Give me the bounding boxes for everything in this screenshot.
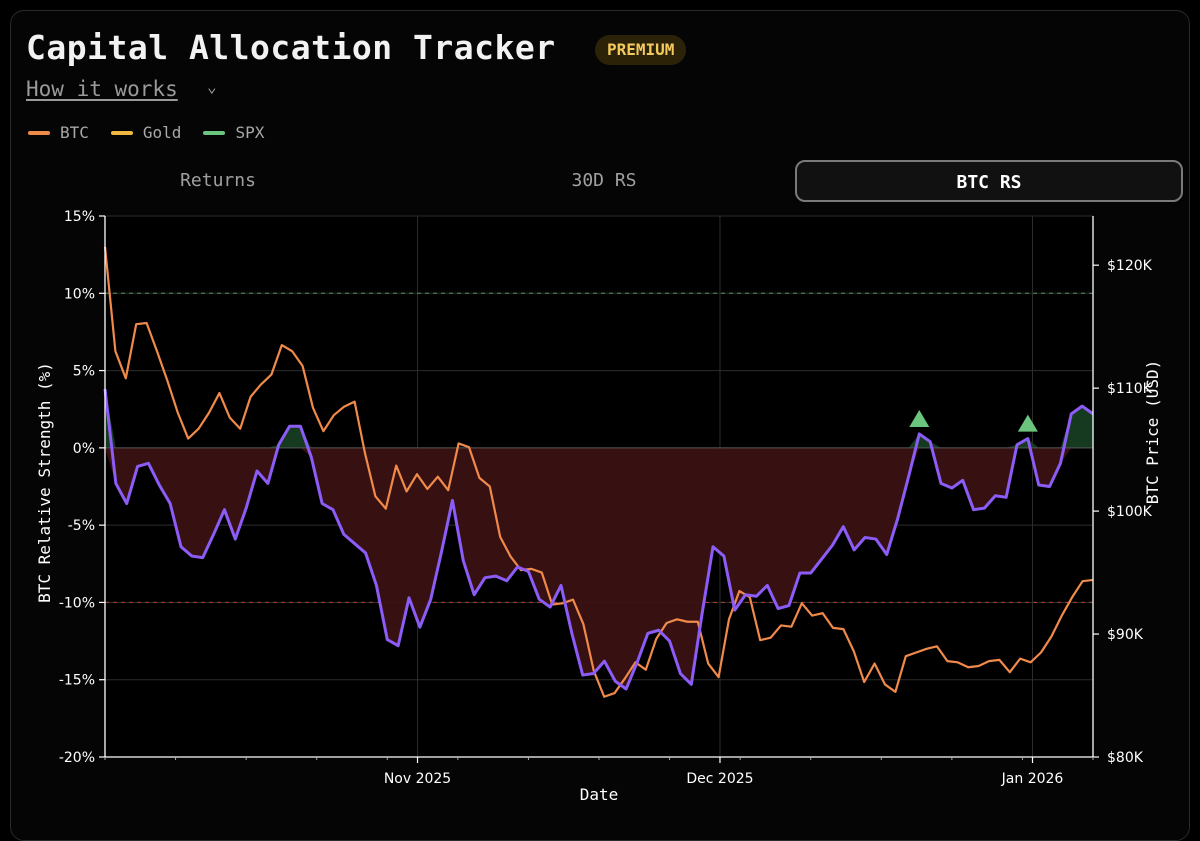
- page-title: Capital Allocation Tracker: [26, 28, 556, 67]
- legend-swatch-spx: [203, 130, 226, 135]
- y2-tick-label: $80K: [1107, 750, 1144, 766]
- how-it-works-link[interactable]: How it works: [26, 77, 178, 101]
- y2-axis-title: BTC Price (USD): [1143, 360, 1162, 505]
- legend-swatch-btc: [28, 130, 50, 135]
- buy-signal-triangle-icon: [909, 409, 930, 427]
- tab-btc-rs[interactable]: BTC RS: [795, 160, 1183, 202]
- y-tick-label: 0%: [73, 441, 95, 457]
- y-tick-label: 15%: [64, 209, 95, 225]
- buy-signal-triangle-icon: [1017, 414, 1038, 432]
- y-tick-label: -15%: [59, 673, 95, 689]
- negative-area: [105, 447, 1093, 689]
- x-tick-label: Dec 2025: [686, 771, 753, 787]
- rs-line: [103, 388, 1094, 691]
- y-tick-label: 10%: [64, 286, 95, 302]
- legend-item-spx[interactable]: SPX: [203, 123, 264, 142]
- y2-tick-label: $90K: [1107, 627, 1144, 643]
- legend-item-gold[interactable]: Gold: [110, 123, 182, 142]
- btc-price-line: [103, 246, 1094, 698]
- y2-tick-label: $120K: [1107, 258, 1153, 274]
- y-tick-label: 5%: [73, 364, 95, 380]
- view-tabs: Returns 30D RS BTC RS: [25, 160, 1183, 202]
- y-axis-title: BTC Relative Strength (%): [35, 362, 54, 603]
- tab-30d-rs[interactable]: 30D RS: [571, 170, 637, 191]
- y-tick-label: -10%: [59, 595, 95, 611]
- x-tick-label: Jan 2026: [1001, 771, 1064, 787]
- y2-tick-label: $110K: [1107, 381, 1153, 397]
- x-axis-title: Date: [580, 785, 619, 804]
- x-tick-label: Nov 2025: [384, 771, 451, 787]
- premium-badge: PREMIUM: [595, 35, 687, 65]
- legend-label-btc: BTC: [60, 123, 89, 142]
- y-tick-label: -5%: [68, 518, 95, 534]
- legend-swatch-gold: [110, 130, 133, 135]
- y2-tick-label: $100K: [1107, 504, 1153, 520]
- tab-returns[interactable]: Returns: [180, 170, 256, 191]
- legend-label-gold: Gold: [142, 123, 182, 142]
- legend-item-btc[interactable]: BTC: [28, 123, 89, 142]
- legend: BTC Gold SPX: [28, 123, 264, 142]
- y-tick-label: -20%: [59, 750, 95, 766]
- legend-label-spx: SPX: [235, 123, 265, 142]
- chevron-down-icon[interactable]: ⌄: [207, 77, 217, 96]
